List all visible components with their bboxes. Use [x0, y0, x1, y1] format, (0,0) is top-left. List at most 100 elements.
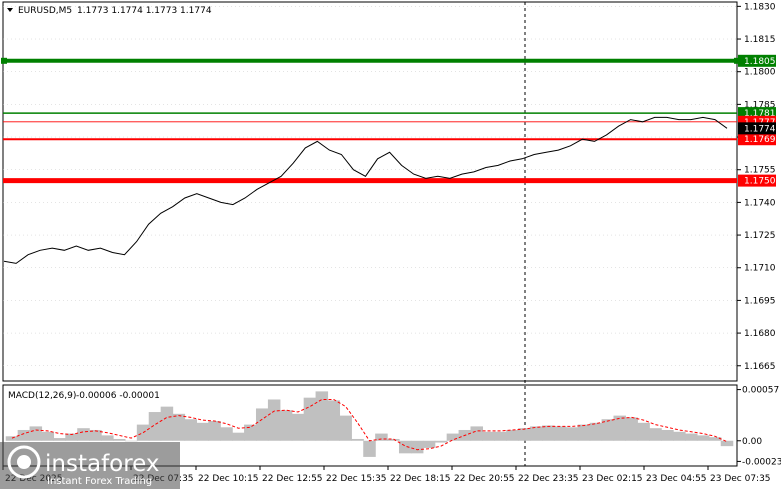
macd-bar: [708, 437, 722, 441]
time-tick-label: 22 Dec 18:15: [390, 474, 451, 484]
macd-bar: [673, 431, 686, 441]
macd-bar: [315, 391, 329, 441]
macd-bar: [470, 426, 484, 441]
time-tick-label: 22 Dec 15:35: [326, 474, 387, 484]
macd-bar: [89, 429, 102, 441]
level-handle[interactable]: [1, 57, 7, 64]
time-tick-label: 23 Dec 02:15: [582, 474, 643, 484]
macd-values: -0.00006 -0.00001: [76, 391, 160, 401]
macd-bar: [41, 431, 55, 441]
macd-bar: [446, 433, 460, 441]
price-tick-label: 1.1695: [744, 296, 776, 306]
macd-bar: [17, 429, 31, 441]
macd-bar: [101, 435, 114, 441]
price-tick-label: 1.1800: [744, 68, 776, 78]
macd-tick-label: -0.00023: [742, 457, 781, 467]
macd-bar: [589, 422, 603, 441]
level-price-label: 1.1750: [744, 177, 776, 187]
macd-bar: [184, 419, 198, 441]
macd-bar: [541, 425, 555, 441]
current-price-tag: [738, 122, 776, 135]
symbol-dropdown-icon[interactable]: [7, 8, 13, 12]
macd-bar: [482, 431, 495, 441]
macd-tick-label: 0.00057: [742, 386, 779, 396]
macd-bar: [410, 440, 424, 454]
macd-bar: [77, 428, 90, 441]
price-tick-label: 1.1830: [744, 2, 776, 12]
macd-bar: [112, 438, 126, 441]
macd-bar: [65, 433, 78, 441]
macd-bar: [387, 438, 400, 441]
macd-bar: [565, 427, 579, 441]
macd-bar: [720, 440, 734, 447]
macd-panel-frame: [2, 384, 738, 467]
macd-bar: [148, 412, 162, 441]
instaforex-logo-icon: [7, 445, 41, 479]
macd-bar: [613, 415, 627, 441]
price-tick-label: 1.1725: [744, 231, 776, 241]
macd-bar: [506, 429, 519, 441]
watermark-brand: instaforex: [45, 451, 160, 477]
macd-bar: [255, 408, 269, 441]
macd-bar: [303, 397, 317, 441]
price-line: [3, 116, 728, 264]
time-tick-label: 22 Dec 12:55: [262, 474, 323, 484]
macd-bar: [434, 440, 448, 443]
macd-axis: 0.00057 0.00 -0.00023: [737, 386, 781, 467]
macd-label: MACD(12,26,9): [8, 391, 76, 401]
macd-bar: [649, 428, 662, 441]
level-price-tag: [738, 54, 776, 67]
macd-bar: [601, 419, 615, 441]
current-price-label: 1.1774: [744, 124, 776, 134]
macd-bar: [279, 410, 293, 441]
level-handle[interactable]: [734, 57, 740, 64]
macd-bar: [291, 413, 305, 441]
macd-bar: [661, 429, 674, 441]
macd-bar: [637, 422, 650, 441]
time-tick-label: 23 Dec 07:35: [710, 474, 771, 484]
macd-bar: [172, 413, 186, 441]
macd-bar: [684, 433, 698, 441]
price-axis: 1.18301.18151.18001.17851.17701.17551.17…: [737, 2, 776, 372]
price-tick-label: 1.1815: [744, 35, 776, 45]
watermark: instaforex Instant Forex Trading: [0, 442, 180, 489]
levels: [1, 57, 740, 184]
ohlc-values: 1.1773 1.1774 1.1773 1.1774: [77, 6, 212, 16]
macd-bar: [398, 440, 412, 454]
symbol-label: EURUSD,M5: [18, 6, 72, 16]
macd-bar: [494, 431, 507, 441]
macd-bar: [208, 421, 221, 441]
macd-bar: [339, 415, 352, 441]
level-price-tag: [738, 133, 776, 146]
macd-bar: [351, 438, 364, 441]
time-tick-label: 23 Dec 04:55: [646, 474, 707, 484]
macd-bar: [5, 436, 19, 441]
macd-bar: [160, 406, 174, 441]
macd-bar: [577, 424, 591, 441]
macd-bar: [375, 433, 388, 441]
macd-bar: [696, 435, 710, 441]
macd-bar: [196, 422, 209, 441]
macd-bar: [625, 417, 638, 441]
level-price-label: 1.1781: [744, 109, 776, 119]
price-tick-label: 1.1785: [744, 100, 776, 110]
macd-bar: [267, 399, 281, 441]
price-tick-label: 1.1755: [744, 166, 776, 176]
level-price-label: 1.1769: [744, 135, 776, 145]
macd-bar: [553, 426, 567, 441]
time-tick-label: 22 Dec 20:55: [454, 474, 515, 484]
time-tick-label: 22 Dec 10:15: [198, 474, 259, 484]
level-price-tag: [738, 174, 776, 187]
macd-bar: [518, 428, 531, 441]
price-tick-label: 1.1740: [744, 198, 776, 208]
macd-bar: [363, 440, 376, 457]
price-tick-label: 1.1710: [744, 264, 776, 274]
macd-tick-label: 0.00: [742, 437, 762, 447]
price-tick-label: 1.1680: [744, 329, 776, 339]
watermark-tagline: Instant Forex Trading: [47, 476, 152, 487]
macd-bar: [124, 440, 138, 442]
macd-bar: [327, 400, 341, 441]
price-tick-label: 1.1665: [744, 362, 776, 372]
